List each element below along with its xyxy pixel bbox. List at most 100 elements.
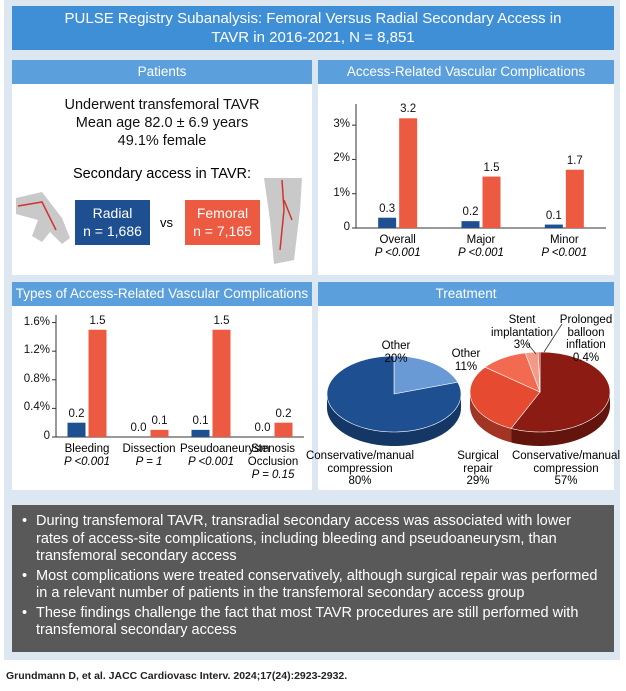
panel-heading: Treatment (318, 282, 614, 306)
x-tick-label: Overall (379, 234, 416, 246)
pie-slice (537, 351, 541, 393)
value-label: 0.1 (151, 414, 168, 427)
pie-slice (393, 355, 459, 395)
chart (326, 323, 611, 446)
p-value: P = 1 (135, 456, 163, 468)
bullet-text: During transfemoral TAVR, transradial se… (36, 513, 572, 564)
category: Dissection P = 1 (118, 443, 180, 469)
x-tick-label: Pseudoaneurysm (180, 443, 270, 455)
slice-name: Other (381, 340, 411, 352)
bullet-text: Most complications were treated conserva… (36, 567, 598, 602)
value-label: 1.5 (89, 314, 106, 327)
bar (565, 169, 584, 228)
value-label: 0.2 (275, 407, 292, 420)
value-label: 0.0 (130, 422, 147, 434)
bar (461, 221, 480, 228)
radial-label: Radial (92, 205, 133, 221)
pie-label: Other 20% (366, 340, 426, 365)
artery (17, 201, 57, 231)
pie-side (511, 392, 610, 446)
pie-label: Stent implantation 3% (487, 314, 557, 352)
value-label: 0.0 (254, 422, 271, 434)
slice-name: Prolonged balloon inflation (559, 314, 613, 351)
slice-value: 80% (348, 475, 372, 487)
bar (544, 224, 563, 228)
category: Stenosis Occlusion P = 0.15 (242, 443, 304, 482)
bullets: • During transfemoral TAVR, transradial s… (12, 505, 614, 652)
slice-value: 11% (454, 360, 478, 373)
leader-line (527, 343, 537, 355)
slice-name: Conservative/manual compression (511, 450, 621, 475)
panel-heading: Types of Access-Related Vascular Complic… (12, 282, 312, 306)
complications-panel: Access-Related Vascular Complications 0 1… (318, 60, 614, 275)
bar (88, 329, 107, 437)
panel-heading: Patients (12, 60, 312, 84)
slice-value: 20% (384, 352, 408, 365)
pie-slice (469, 366, 541, 429)
y-tick-label: 1.2% (23, 344, 50, 357)
pie-slice (484, 352, 541, 393)
value-label: 1.5 (213, 314, 230, 327)
radial-box: Radial n = 1,686 (75, 200, 150, 245)
artery (279, 179, 293, 251)
p-value: P <0.001 (458, 247, 504, 259)
patient-lines: Underwent transfemoral TAVR Mean age 82.… (12, 96, 312, 150)
value-label: 0.2 (462, 206, 479, 219)
treatment-panel: Treatment Other 20% Conservative/manual co… (306, 282, 620, 490)
femoral-n: n = 7,165 (193, 223, 252, 239)
leader-line (543, 323, 563, 353)
y-tick-label: 0.8% (23, 372, 50, 385)
pie-label: Conservative/manual compression 57% (511, 450, 621, 488)
p-value: P <0.001 (374, 247, 421, 259)
pie-side (327, 394, 461, 446)
slice-value: 0.4% (572, 351, 600, 364)
y-tick-label: 1.6% (23, 315, 50, 328)
y-tick-label: 0 (343, 221, 350, 233)
y-tick-label: 1% (333, 186, 350, 199)
value-label: 0.2 (68, 407, 85, 420)
y-tick-label: 2% (333, 152, 350, 165)
value-label: 0.1 (192, 414, 209, 427)
pie-label: Conservative/manual compression 80% (305, 450, 415, 488)
category: Overall P <0.001 (356, 234, 439, 260)
x-tick-label: Minor (549, 234, 579, 246)
types-panel: Types of Access-Related Vascular Complic… (12, 282, 312, 490)
pie-slice (510, 351, 611, 433)
value-label: 3.2 (400, 103, 417, 116)
value-label: 1.5 (483, 161, 500, 174)
y-tick-label: 3% (333, 118, 350, 131)
header: PULSE Registry Subanalysis: Femoral Vers… (12, 6, 614, 50)
category: Pseudoaneurysm P <0.001 (180, 443, 270, 469)
p-value: P = 0.15 (251, 469, 295, 481)
vs: vs (160, 215, 173, 230)
category: Major P <0.001 (439, 234, 522, 260)
bar (67, 422, 86, 437)
bullet: • During transfemoral TAVR, transradial s… (22, 513, 604, 566)
y-tick-label: 0 (43, 430, 50, 442)
pie-label: Prolonged balloon inflation 0.4% (556, 314, 616, 364)
arm (16, 192, 70, 244)
chart (52, 315, 304, 438)
bar (399, 118, 418, 228)
slice-name: Surgical repair (457, 450, 499, 475)
pie-label: Other 11% (441, 348, 491, 373)
slice-value: 3% (513, 339, 531, 351)
femoral-box: Femoral n = 7,165 (185, 200, 260, 245)
bar (378, 217, 397, 228)
chart (352, 104, 606, 229)
slice-name: Stent implantation (490, 314, 553, 339)
category: Bleeding P <0.001 (56, 443, 118, 469)
p-value: P <0.001 (64, 456, 110, 468)
value-label: 0.3 (379, 202, 396, 215)
bar (274, 422, 293, 437)
pie-label: Surgical repair 29% (448, 450, 508, 488)
value-label: 1.7 (566, 154, 583, 167)
bar (212, 329, 231, 437)
x-tick-label: Major (466, 234, 496, 246)
x-tick-label: Dissection (122, 443, 176, 455)
value-label: 0.1 (545, 209, 562, 222)
bar (191, 429, 210, 437)
p-value: P <0.001 (188, 456, 234, 468)
p-value: P <0.001 (541, 247, 588, 259)
